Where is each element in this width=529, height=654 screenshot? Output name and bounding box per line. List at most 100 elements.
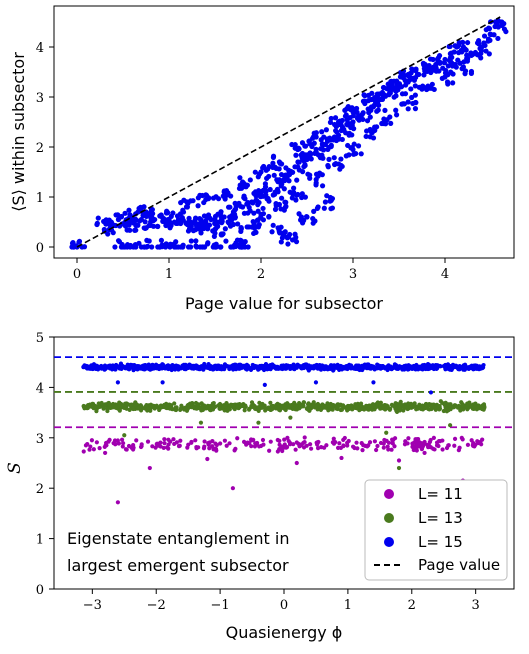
- data-point: [460, 437, 465, 442]
- data-point: [260, 205, 266, 212]
- data-point: [441, 60, 448, 66]
- data-point: [297, 406, 302, 411]
- data-point: [448, 407, 453, 412]
- data-point: [446, 443, 451, 448]
- data-point: [393, 107, 399, 113]
- data-point: [237, 243, 243, 249]
- data-point: [478, 55, 484, 61]
- data-point: [408, 86, 414, 92]
- data-point: [277, 447, 282, 452]
- data-point: [209, 365, 214, 370]
- top-panel: 0 1 2 3 4 0 1 2 3 4 Page value for subsector ⟨S⟩…: [9, 5, 515, 313]
- data-point: [360, 367, 365, 373]
- data-point: [261, 163, 267, 170]
- data-point: [195, 203, 201, 209]
- data-point: [367, 365, 372, 371]
- data-point: [228, 244, 234, 250]
- data-point: [399, 101, 405, 107]
- data-point: [329, 205, 336, 211]
- data-point: [436, 68, 442, 74]
- data-point: [92, 363, 98, 368]
- data-point: [260, 437, 266, 443]
- data-point: [396, 465, 402, 471]
- data-point: [280, 444, 285, 449]
- data-point: [270, 154, 277, 161]
- data-point: [252, 403, 257, 409]
- data-point: [431, 64, 437, 70]
- data-point: [413, 447, 419, 452]
- data-point: [338, 127, 345, 134]
- data-point: [259, 364, 264, 369]
- data-point: [426, 63, 432, 69]
- data-point: [173, 239, 179, 245]
- data-point: [269, 229, 275, 235]
- data-point: [345, 408, 350, 413]
- data-point: [267, 186, 273, 193]
- top-page-value-line: [76, 16, 501, 248]
- data-point: [256, 420, 261, 425]
- y-tick-label: 1: [36, 533, 44, 548]
- data-point: [345, 142, 351, 149]
- data-point: [218, 441, 223, 446]
- x-tick-label: 1: [344, 598, 352, 613]
- data-point: [159, 214, 166, 221]
- data-point: [282, 406, 287, 411]
- data-point: [295, 159, 301, 165]
- data-point: [115, 500, 120, 505]
- data-point: [374, 108, 380, 114]
- data-point: [185, 406, 191, 411]
- data-point: [244, 224, 250, 230]
- data-point: [278, 239, 284, 245]
- data-point: [193, 243, 199, 249]
- data-point: [355, 365, 360, 370]
- data-point: [168, 439, 173, 444]
- data-point: [401, 408, 406, 413]
- data-point: [280, 230, 287, 236]
- data-point: [158, 404, 163, 409]
- data-point: [331, 134, 337, 141]
- data-point: [221, 366, 226, 371]
- data-point: [293, 197, 299, 203]
- data-point: [213, 194, 219, 200]
- data-point: [331, 155, 337, 161]
- data-point: [180, 363, 185, 368]
- data-point: [288, 415, 293, 420]
- data-point: [367, 114, 373, 120]
- data-point: [260, 193, 266, 199]
- data-point: [404, 363, 409, 368]
- data-point: [189, 364, 194, 369]
- data-point: [158, 440, 163, 445]
- data-point: [284, 445, 289, 450]
- data-point: [343, 112, 349, 118]
- data-point: [185, 244, 192, 250]
- data-point: [318, 406, 323, 411]
- data-point: [134, 438, 139, 443]
- data-point: [412, 106, 419, 112]
- data-point: [299, 191, 305, 197]
- annotation-line-1: Eigenstate entanglement in: [67, 529, 289, 548]
- data-point: [362, 405, 368, 410]
- data-point: [171, 219, 177, 225]
- data-point: [277, 160, 283, 166]
- data-point: [246, 407, 252, 412]
- data-point: [481, 402, 487, 407]
- data-point: [126, 363, 132, 368]
- data-point: [173, 244, 179, 250]
- data-point: [227, 441, 232, 446]
- data-point: [385, 367, 390, 373]
- x-tick-label: 3: [349, 267, 357, 282]
- data-point: [279, 235, 286, 241]
- data-point: [410, 100, 416, 107]
- data-point: [222, 196, 228, 202]
- data-point: [232, 364, 237, 369]
- data-point: [268, 439, 273, 444]
- data-point: [148, 402, 153, 407]
- data-point: [269, 365, 274, 370]
- data-point: [386, 440, 391, 445]
- data-point: [274, 177, 280, 183]
- data-point: [179, 244, 186, 250]
- data-point: [246, 204, 252, 211]
- data-point: [277, 442, 282, 447]
- data-point: [465, 442, 471, 447]
- data-point: [165, 219, 171, 225]
